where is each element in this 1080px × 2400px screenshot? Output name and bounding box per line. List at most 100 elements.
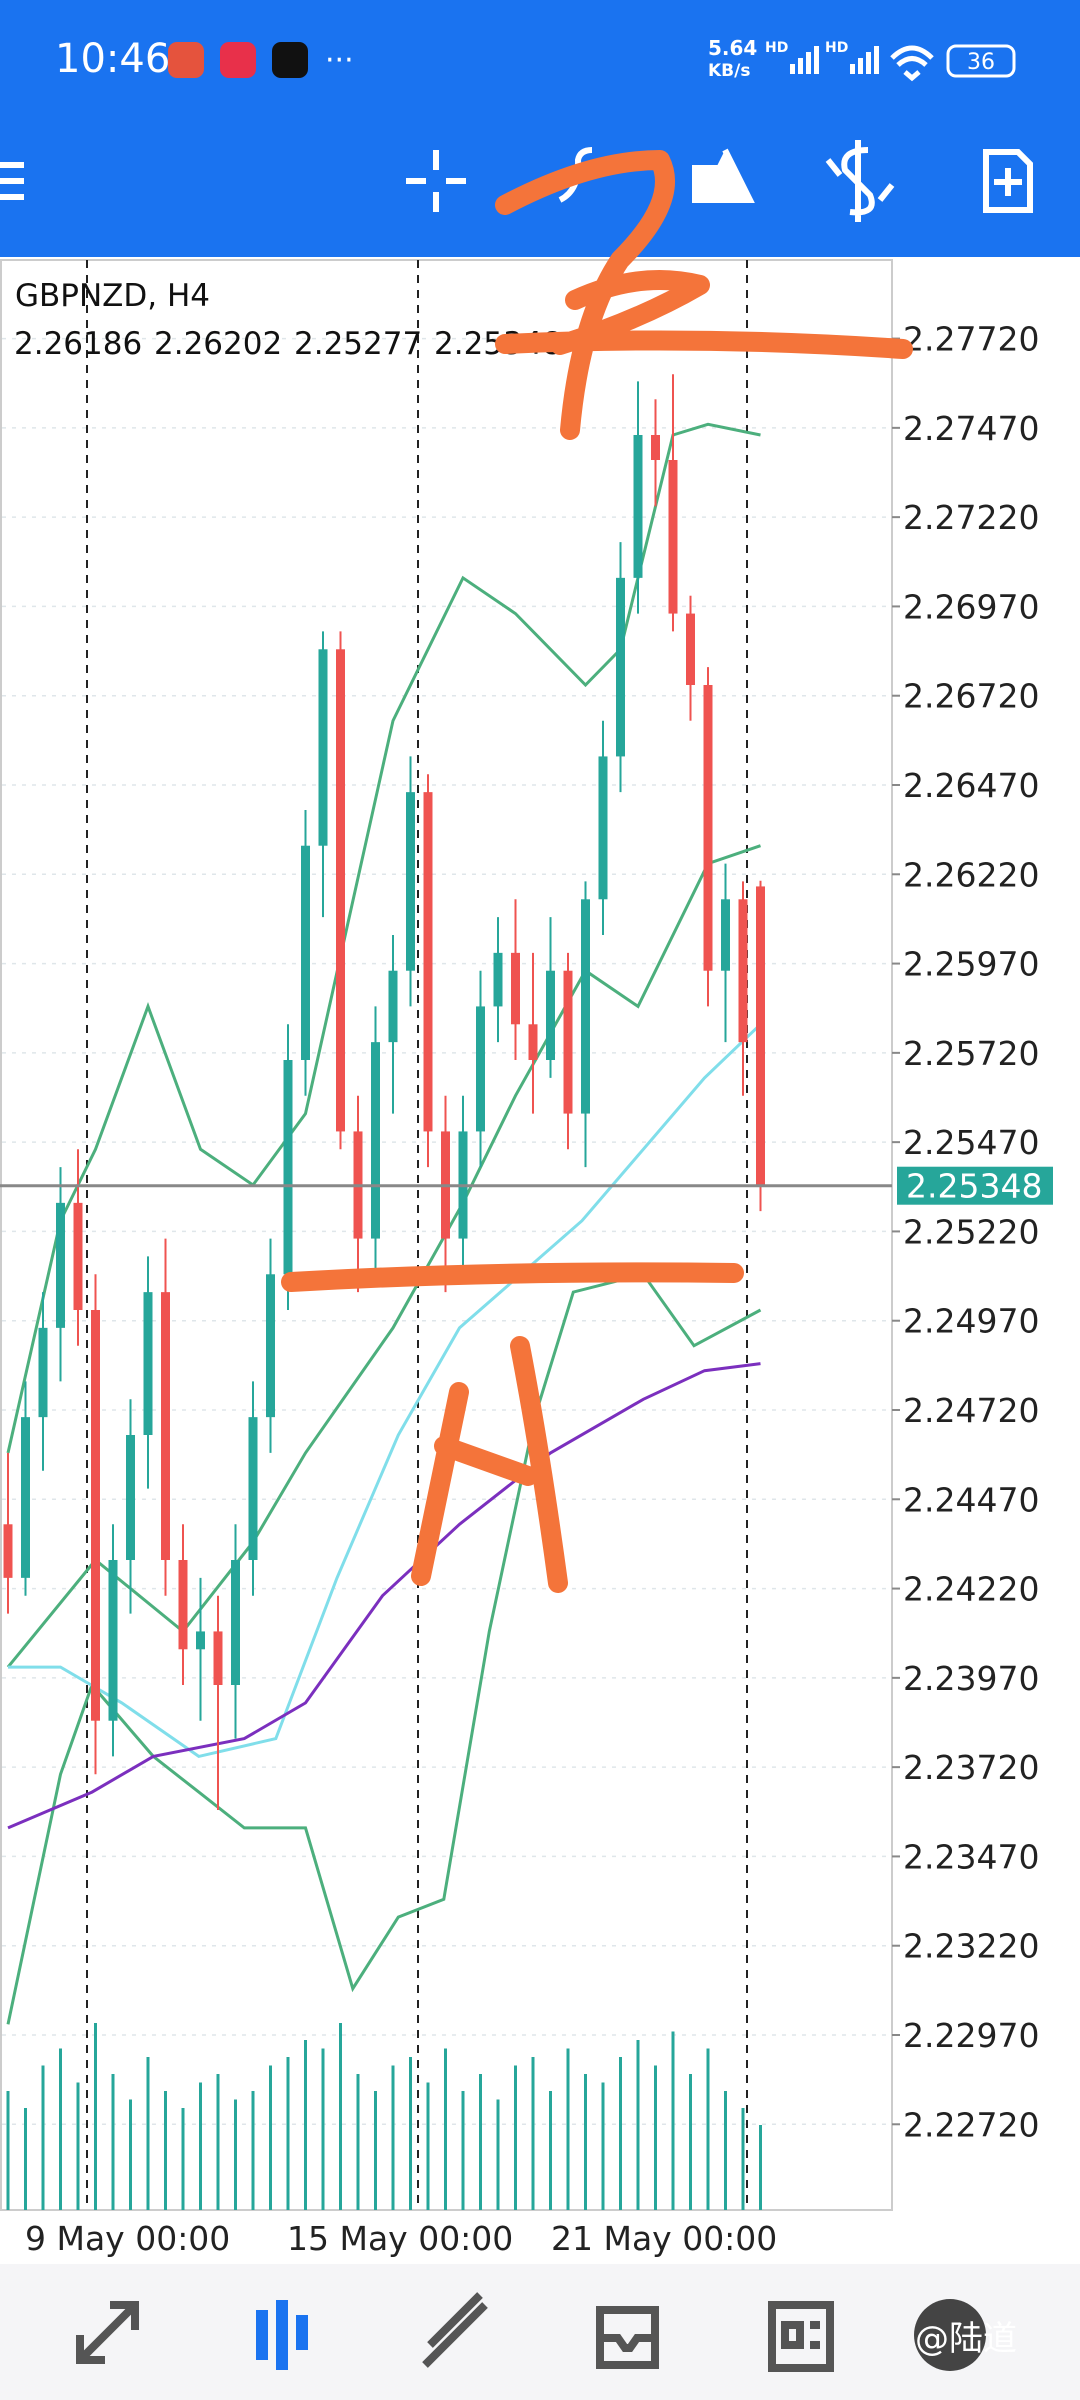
y-tick-label: 2.23470	[903, 1837, 1039, 1876]
signal-icons	[790, 46, 879, 74]
candle-body	[108, 1560, 118, 1721]
candle-body	[38, 1327, 48, 1418]
ohlc-value: 2.25277	[294, 326, 422, 362]
candle-body	[196, 1631, 205, 1650]
objects-button[interactable]	[692, 148, 755, 203]
wifi-icon	[890, 45, 934, 82]
history-tab[interactable]	[596, 2306, 659, 2369]
candle-body	[493, 952, 503, 1007]
y-tick-label: 2.23970	[903, 1659, 1039, 1698]
chart-tab[interactable]	[256, 2300, 308, 2370]
app-icon	[272, 42, 308, 78]
y-tick-label: 2.26720	[903, 677, 1039, 716]
news-tab[interactable]	[768, 2301, 834, 2372]
settings-tab[interactable]	[914, 2299, 986, 2371]
candle-body	[301, 845, 310, 1060]
watermark: @陆道	[915, 2319, 1017, 2359]
net-speed: 5.64	[708, 36, 757, 60]
candle-body	[231, 1560, 240, 1685]
indicator-line	[6, 844, 761, 1669]
bottom-nav	[0, 2264, 1080, 2400]
candle-body	[73, 1202, 83, 1310]
x-tick-label: 9 May 00:00	[25, 2219, 230, 2258]
y-tick-label: 2.25470	[903, 1123, 1039, 1162]
candle-body	[3, 1524, 13, 1578]
candle-body	[756, 886, 765, 1186]
x-tick-label: 15 May 00:00	[287, 2219, 513, 2258]
candle-body	[633, 435, 643, 578]
candle-body	[283, 1060, 293, 1275]
candle-body	[161, 1292, 170, 1560]
candle-body	[266, 1274, 275, 1418]
y-tick-label: 2.25970	[903, 945, 1039, 984]
new-order-button[interactable]	[983, 149, 1033, 213]
ohlc-header: 2.26186 2.26202 2.25277 2.25348	[14, 326, 562, 362]
battery-level: 36	[967, 50, 995, 75]
candle-body	[686, 613, 695, 685]
current-price-label: 2.25348	[906, 1167, 1042, 1206]
candle-body	[546, 970, 555, 1060]
y-tick-label: 2.25220	[903, 1212, 1039, 1251]
price-axis: 2.27720 2.27470 2.27220 2.26970 2.26720 2.264…	[892, 320, 1039, 2144]
candle-body	[703, 685, 713, 971]
candle-body	[248, 1417, 258, 1560]
more-icon: ···	[325, 43, 354, 78]
candle-body	[178, 1560, 188, 1650]
candle-body	[528, 1024, 538, 1060]
candle-body	[651, 435, 660, 460]
y-tick-label: 2.26470	[903, 766, 1039, 805]
y-tick-label: 2.27720	[903, 320, 1039, 359]
hd-label: HD	[765, 40, 788, 56]
quotes-tab[interactable]	[76, 2301, 139, 2364]
candle-body	[563, 970, 573, 1114]
candle-body	[668, 460, 678, 614]
candle-body	[318, 649, 328, 846]
y-tick-label: 2.24970	[903, 1302, 1039, 1341]
candle-body	[388, 970, 398, 1043]
ohlc-value: 2.26202	[154, 326, 282, 362]
battery-icon	[946, 44, 1016, 78]
toolbar	[0, 140, 1033, 222]
candle-body	[511, 952, 520, 1025]
y-tick-label: 2.26970	[903, 587, 1039, 626]
candle-body	[336, 649, 345, 1132]
symbol-label: GBPNZD, H4	[15, 278, 210, 314]
annotation	[281, 150, 913, 1593]
candle-body	[423, 792, 433, 1132]
indicator-button[interactable]	[558, 147, 593, 203]
nav-icons	[76, 2292, 834, 2372]
y-tick-label: 2.23220	[903, 1927, 1039, 1966]
hd-label: HD	[825, 40, 848, 56]
trade-tab[interactable]	[422, 2292, 488, 2368]
y-tick-label: 2.24470	[903, 1480, 1039, 1519]
candle-body	[406, 792, 415, 971]
y-tick-label: 2.27220	[903, 498, 1039, 537]
indicator-line	[6, 1272, 762, 2025]
indicator-line	[6, 422, 761, 1454]
candle-body	[56, 1202, 65, 1328]
candle-body	[738, 899, 748, 1043]
candle-body	[476, 1006, 485, 1132]
candle-body	[213, 1631, 223, 1685]
candle-body	[371, 1042, 380, 1239]
volumes	[6, 2023, 762, 2210]
candle-body	[143, 1292, 153, 1435]
app-icon	[220, 42, 256, 78]
candle-body	[126, 1435, 135, 1560]
candle-body	[721, 899, 730, 971]
indicators	[6, 422, 762, 2025]
candle-body	[91, 1310, 100, 1721]
y-tick-label: 2.25720	[903, 1034, 1039, 1073]
net-unit: KB/s	[708, 61, 750, 81]
trade-button[interactable]	[825, 140, 895, 222]
y-tick-label: 2.27470	[903, 409, 1039, 448]
ohlc-value: 2.26186	[14, 326, 142, 362]
menu-button[interactable]	[0, 162, 24, 200]
y-tick-label: 2.24220	[903, 1570, 1039, 1609]
candle-body	[616, 577, 625, 757]
x-tick-label: 21 May 00:00	[551, 2219, 777, 2258]
app-icon	[168, 42, 204, 78]
y-tick-label: 2.23720	[903, 1748, 1039, 1787]
crosshair-button[interactable]	[406, 150, 466, 212]
